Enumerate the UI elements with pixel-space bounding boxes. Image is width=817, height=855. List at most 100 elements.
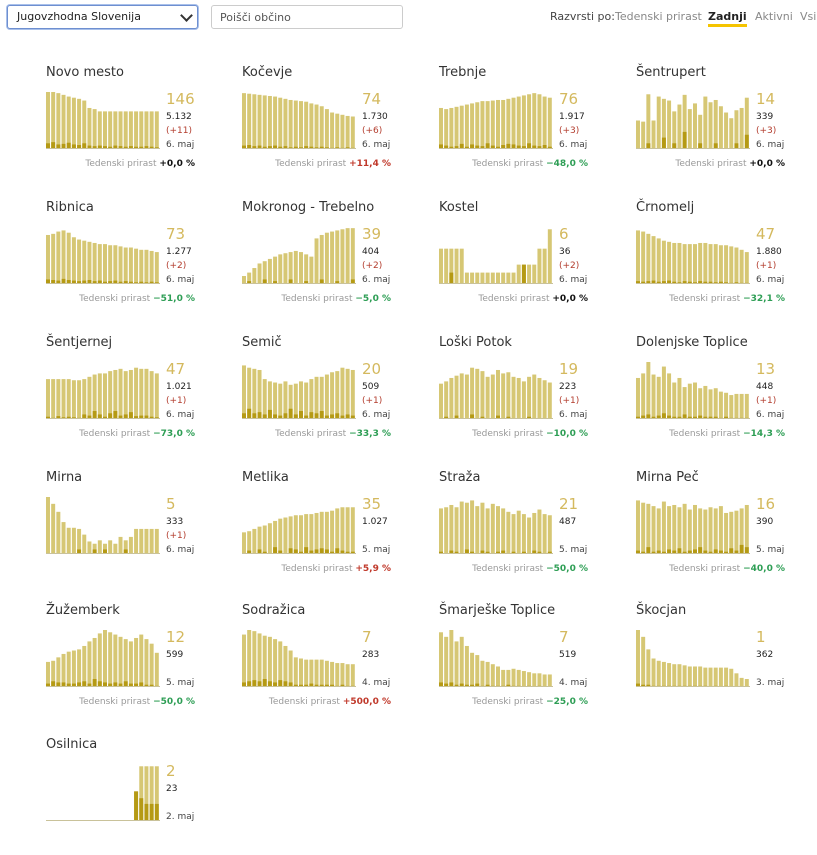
active-bar xyxy=(77,649,82,687)
new-cases-bar xyxy=(77,682,82,687)
new-cases-bar xyxy=(319,548,324,554)
new-cases-bar xyxy=(92,679,97,687)
municipality-card[interactable]: Ribnica 73 1.277 (+2) 6. maj Tedenski prirast… xyxy=(46,200,218,318)
sort-option-latest[interactable]: Zadnji xyxy=(708,10,747,27)
weekly-growth: Tedenski prirast −10,0 % xyxy=(472,429,588,439)
active-bar xyxy=(103,630,107,687)
new-cases-bar xyxy=(449,272,454,284)
active-bar xyxy=(128,111,133,149)
new-cases-bar xyxy=(490,145,495,149)
new-cases-bar xyxy=(646,281,651,284)
active-bar xyxy=(439,383,443,419)
new-cases-bar xyxy=(103,146,107,149)
active-bar xyxy=(71,237,76,284)
active-bar xyxy=(682,665,687,687)
weekly-growth-label: Tedenski prirast xyxy=(79,697,151,707)
municipality-card[interactable]: Kostel 6 36 (+2) 6. maj Tedenski prirast +0,0… xyxy=(439,200,611,318)
daily-delta: (+1) xyxy=(362,396,383,406)
active-bar xyxy=(247,630,252,687)
new-cases-bar xyxy=(506,416,511,419)
municipality-card[interactable]: Mirna 5 333 (+1) 6. maj xyxy=(46,470,218,588)
new-cases-bar xyxy=(496,551,500,554)
municipality-card[interactable]: Dolenjske Toplice 13 448 (+1) 6. maj Tedenski… xyxy=(636,335,808,453)
weekly-growth-value: −40,0 % xyxy=(743,564,785,574)
municipality-card[interactable]: Sodražica 7 283 4. maj Tedenski prirast +500… xyxy=(242,603,414,721)
municipality-card[interactable]: Novo mesto 146 5.132 (+11) 6. maj Tedenski pr… xyxy=(46,65,218,183)
municipality-card[interactable]: Šentjernej 47 1.021 (+1) 6. maj Tedenski prir… xyxy=(46,335,218,453)
municipality-card[interactable]: Osilnica 2 23 2. maj xyxy=(46,737,218,855)
municipality-card[interactable]: Metlika 35 1.027 5. maj Tedenski prirast +5,… xyxy=(242,470,414,588)
new-cases-bar xyxy=(283,146,288,149)
sort-option-active[interactable]: Aktivni xyxy=(755,10,793,23)
active-bar xyxy=(496,369,500,419)
new-cases-bar xyxy=(319,279,324,284)
municipality-name: Loški Potok xyxy=(439,335,512,350)
active-bar xyxy=(108,245,113,284)
new-cases-bar xyxy=(262,279,267,284)
new-cases-bar xyxy=(299,411,303,419)
sort-option-weekly[interactable]: Tedenski prirast xyxy=(615,10,702,23)
sort-option-all[interactable]: Vsi xyxy=(800,10,817,23)
new-cases-bar xyxy=(262,414,267,419)
municipality-card[interactable]: Šmarješke Toplice 7 519 4. maj Tedenski prir… xyxy=(439,603,611,721)
municipality-card[interactable]: Šentrupert 14 339 (+3) 6. maj Tedenski priras… xyxy=(636,65,808,183)
new-cases-bar xyxy=(511,144,516,149)
new-cases-bar xyxy=(144,803,149,821)
daily-delta: (+2) xyxy=(166,261,187,271)
active-bar xyxy=(139,528,144,554)
municipality-card[interactable]: Straža 21 487 5. maj Tedenski prirast −50,0 … xyxy=(439,470,611,588)
active-bar xyxy=(103,244,107,284)
municipality-card[interactable]: Črnomelj 47 1.880 (+1) 6. maj Tedenski priras… xyxy=(636,200,808,318)
active-bar xyxy=(108,371,113,419)
active-bar xyxy=(345,507,350,554)
active-bar xyxy=(537,509,542,554)
active-bar xyxy=(636,230,640,284)
active-bar xyxy=(262,95,267,149)
mini-bar-chart xyxy=(636,94,750,149)
weekly-growth-label: Tedenski prirast xyxy=(669,564,741,574)
municipality-card[interactable]: Mokronog - Trebelno 39 404 (+2) 6. maj Tedens… xyxy=(242,200,414,318)
active-bar xyxy=(242,93,246,149)
total-cases: 5.132 xyxy=(166,112,192,122)
active-bar xyxy=(51,379,56,419)
active-bar xyxy=(61,230,66,284)
active-bar xyxy=(61,522,66,554)
daily-delta: (+1) xyxy=(166,531,187,541)
active-bar xyxy=(542,380,547,419)
active-bar xyxy=(454,507,459,554)
new-cases-bar xyxy=(139,415,144,419)
active-bar xyxy=(262,261,267,284)
new-cases-bar xyxy=(682,551,687,554)
active-bar xyxy=(288,99,293,149)
municipality-card[interactable]: Loški Potok 19 223 (+1) 6. maj Tedenski prira… xyxy=(439,335,611,453)
new-cases-bar xyxy=(319,411,324,419)
active-bar xyxy=(454,248,459,284)
municipality-card[interactable]: Žužemberk 12 599 5. maj Tedenski prirast −50… xyxy=(46,603,218,721)
new-cases-bar xyxy=(672,550,677,554)
active-bar xyxy=(651,120,656,149)
municipality-card[interactable]: Kočevje 74 1.730 (+6) 6. maj Tedenski prirast… xyxy=(242,65,414,183)
new-cases-bar xyxy=(672,416,677,419)
active-bar xyxy=(532,374,537,419)
last-date: 6. maj xyxy=(166,275,195,285)
active-bar xyxy=(667,241,672,284)
active-bar xyxy=(682,244,687,284)
active-bar xyxy=(475,368,480,419)
new-cases-bar xyxy=(713,143,718,149)
active-bar xyxy=(439,107,443,149)
municipality-card[interactable]: Trebnje 76 1.917 (+3) 6. maj Tedenski prirast… xyxy=(439,65,611,183)
region-select[interactable]: Jugovzhodna Slovenija xyxy=(7,5,198,29)
toolbar: Jugovzhodna Slovenija Razvrsti po: Teden… xyxy=(0,0,817,40)
municipality-card[interactable]: Semič 20 509 (+1) 6. maj Tedenski prirast −33… xyxy=(242,335,414,453)
active-bar xyxy=(547,674,552,687)
active-bar xyxy=(656,376,661,419)
active-bar xyxy=(92,637,97,687)
municipality-card[interactable]: Mirna Peč 16 390 5. maj Tedenski prirast −40… xyxy=(636,470,808,588)
mini-bar-chart xyxy=(636,362,750,419)
search-input[interactable] xyxy=(211,5,403,29)
municipality-card[interactable]: Škocjan 1 362 3. maj xyxy=(636,603,808,721)
active-cases: 146 xyxy=(166,90,195,108)
new-cases-bar xyxy=(288,548,293,554)
total-cases: 404 xyxy=(362,247,380,257)
active-bar xyxy=(134,248,139,284)
